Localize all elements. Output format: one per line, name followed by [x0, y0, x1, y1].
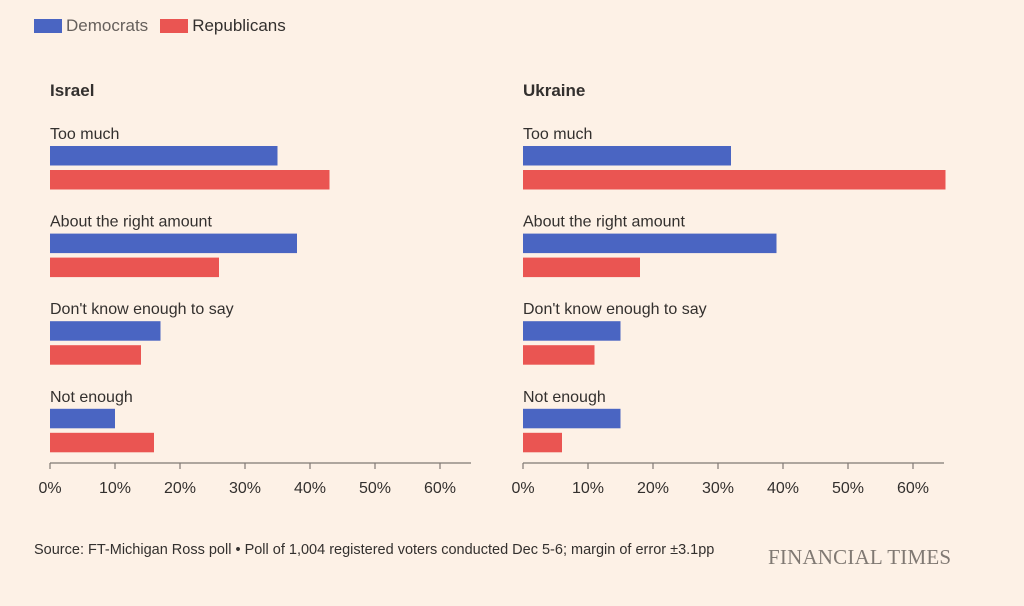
bar-israel-democrats-don-t-know-enough-to-say: [50, 321, 161, 341]
legend-item-republicans: Republicans: [160, 16, 286, 36]
bar-ukraine-republicans-not-enough: [523, 432, 562, 453]
bar-israel-republicans-too-much: [50, 170, 330, 190]
bar-ukraine-democrats-not-enough: [523, 408, 621, 429]
chart-ukraine: Too much About the right amount Don't know…: [511, 126, 946, 497]
legend-label-democrats: Democrats: [66, 16, 149, 35]
category-label-don-t-know-enough-to-say: Don't know enough to say: [50, 301, 234, 318]
category-label-not-enough: Not enough: [523, 389, 606, 406]
x-tick-label: 40%: [294, 480, 326, 497]
chart-israel: Too much About the right amount Don't know…: [38, 126, 471, 497]
x-tick-label: 60%: [897, 480, 929, 497]
category-label-not-enough: Not enough: [50, 389, 133, 406]
x-tick-label: 30%: [229, 480, 261, 497]
legend-label-republicans: Republicans: [192, 16, 286, 35]
x-tick-label: 10%: [572, 480, 604, 497]
chart-title-israel: Israel: [50, 81, 95, 100]
category-label-too-much: Too much: [50, 126, 119, 143]
bar-israel-democrats-not-enough: [50, 408, 115, 429]
bar-israel-republicans-don-t-know-enough-to-say: [50, 345, 141, 365]
bar-ukraine-democrats-too-much: [523, 146, 731, 166]
x-tick-label: 60%: [424, 480, 456, 497]
legend-swatch-republicans: [160, 19, 189, 33]
category-label-about-the-right-amount: About the right amount: [50, 214, 212, 231]
x-tick-label: 40%: [767, 480, 799, 497]
legend: Democrats Republicans: [34, 16, 298, 36]
bar-israel-democrats-about-the-right-amount: [50, 233, 297, 254]
x-tick-label: 30%: [702, 480, 734, 497]
category-label-too-much: Too much: [523, 126, 592, 143]
bar-ukraine-republicans-too-much: [523, 170, 946, 190]
publisher-logo: FINANCIAL TIMES: [768, 545, 952, 569]
legend-swatch-democrats: [34, 19, 62, 33]
x-tick-label: 20%: [164, 480, 196, 497]
bar-ukraine-democrats-don-t-know-enough-to-say: [523, 321, 621, 341]
legend-item-democrats: Democrats: [34, 16, 148, 36]
bar-ukraine-democrats-about-the-right-amount: [523, 233, 777, 254]
bar-israel-republicans-about-the-right-amount: [50, 257, 219, 278]
x-tick-label: 50%: [832, 480, 864, 497]
chart-panel-ukraine: Ukraine Too much About the right amount Do…: [511, 0, 963, 500]
category-label-about-the-right-amount: About the right amount: [523, 214, 685, 231]
bar-ukraine-republicans-don-t-know-enough-to-say: [523, 345, 595, 365]
x-tick-label: 50%: [359, 480, 391, 497]
x-tick-label: 10%: [99, 480, 131, 497]
x-tick-label: 0%: [38, 480, 61, 497]
category-label-don-t-know-enough-to-say: Don't know enough to say: [523, 301, 707, 318]
chart-panel-israel: Israel Too much About the right amount Don…: [38, 0, 490, 500]
x-tick-label: 0%: [511, 480, 534, 497]
bar-israel-democrats-too-much: [50, 146, 278, 166]
chart-title-ukraine: Ukraine: [523, 81, 586, 100]
source-note: Source: FT-Michigan Ross poll • Poll of …: [34, 542, 715, 558]
bar-ukraine-republicans-about-the-right-amount: [523, 257, 640, 278]
x-tick-label: 20%: [637, 480, 669, 497]
bar-israel-republicans-not-enough: [50, 432, 154, 453]
